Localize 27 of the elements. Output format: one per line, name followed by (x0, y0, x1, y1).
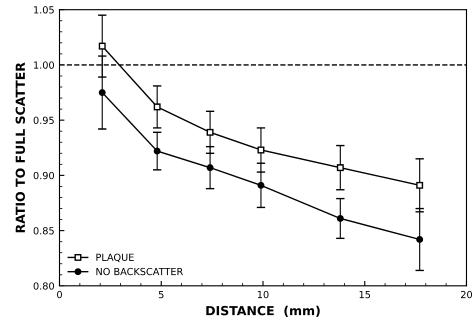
x-tick-label: 10 (258, 290, 269, 298)
y-tick-label: 0.95 (34, 116, 54, 124)
y-tick-label: 0.85 (34, 227, 54, 234)
point (154, 148, 161, 155)
x-tick-label: 5 (158, 291, 164, 298)
point (98, 42, 106, 50)
y-tick-label: 0.90 (34, 172, 54, 180)
point (154, 103, 161, 110)
point (206, 128, 214, 136)
y-tick-label: 0.80 (34, 282, 54, 290)
point (257, 182, 264, 189)
point (206, 164, 214, 172)
point (416, 182, 424, 189)
y-tick-label: 1.05 (34, 6, 54, 14)
point (416, 236, 424, 243)
y-tick-label: 1.00 (34, 61, 54, 69)
point (98, 89, 106, 96)
x-tick-label: 0 (57, 290, 62, 298)
legend-label: NO BACKSCATTER (96, 268, 183, 276)
x-tick-label: 15 (360, 291, 370, 298)
legend-label: PLAQUE (96, 254, 134, 262)
x-tick-label: 20 (461, 290, 472, 298)
point (257, 146, 264, 154)
point (336, 164, 344, 172)
y-axis-title: RATIO TO FULL SCATTER (16, 62, 26, 232)
x-axis-title: DISTANCE (mm) (206, 306, 320, 317)
point (336, 215, 344, 222)
